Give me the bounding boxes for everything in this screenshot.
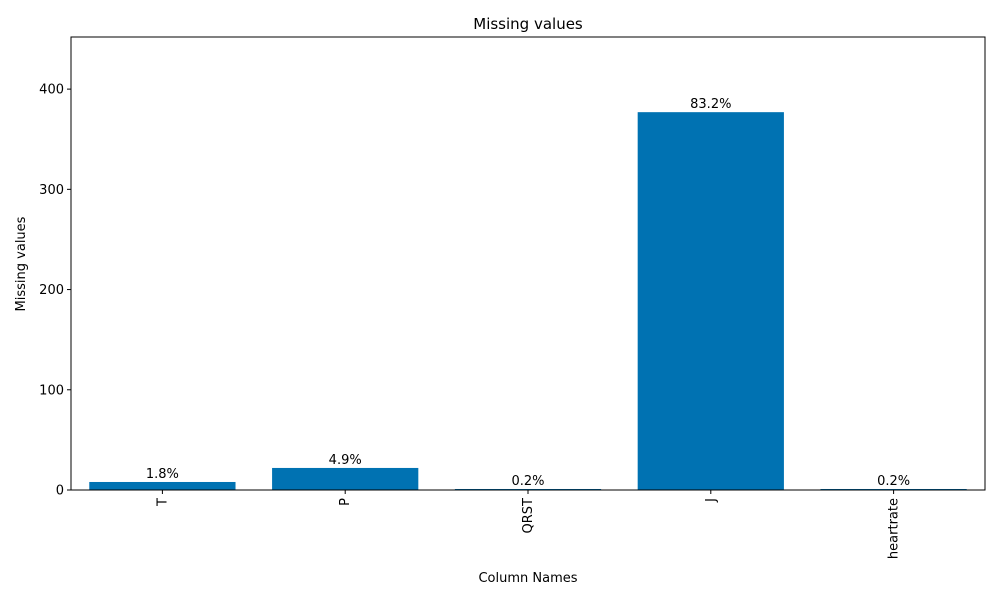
bar-value-label-J: 83.2% — [690, 97, 731, 112]
y-axis-ticks: 0 100 200 300 400 — [39, 83, 71, 499]
bar-P — [272, 467, 419, 490]
bars-group: 1.8% 4.9% 0.2% 83.2% 0.2% — [89, 97, 967, 491]
bar-T — [89, 481, 236, 490]
bar-value-label-P: 4.9% — [329, 453, 362, 468]
y-tick-label-100: 100 — [39, 383, 64, 398]
y-tick-label-400: 400 — [39, 83, 64, 98]
bar-QRST — [454, 488, 602, 490]
chart-title: Missing values — [473, 15, 583, 33]
y-tick-label-200: 200 — [39, 283, 64, 298]
y-tick-label-0: 0 — [56, 484, 64, 499]
x-tick-label-J: J — [704, 498, 719, 503]
x-tick-label-P: P — [338, 498, 353, 506]
bar-heartrate — [820, 488, 967, 490]
bar-J — [637, 112, 784, 491]
bar-value-label-heartrate: 0.2% — [877, 474, 910, 489]
bar-value-label-QRST: 0.2% — [511, 474, 544, 489]
x-tick-label-T: T — [155, 498, 170, 507]
y-axis-label: Missing values — [14, 216, 29, 311]
x-axis-label: Column Names — [478, 571, 577, 586]
bar-value-label-T: 1.8% — [146, 467, 179, 482]
x-tick-label-QRST: QRST — [521, 498, 536, 534]
y-tick-label-300: 300 — [39, 183, 64, 198]
plot-frame — [70, 36, 986, 491]
x-tick-label-heartrate: heartrate — [887, 498, 902, 559]
